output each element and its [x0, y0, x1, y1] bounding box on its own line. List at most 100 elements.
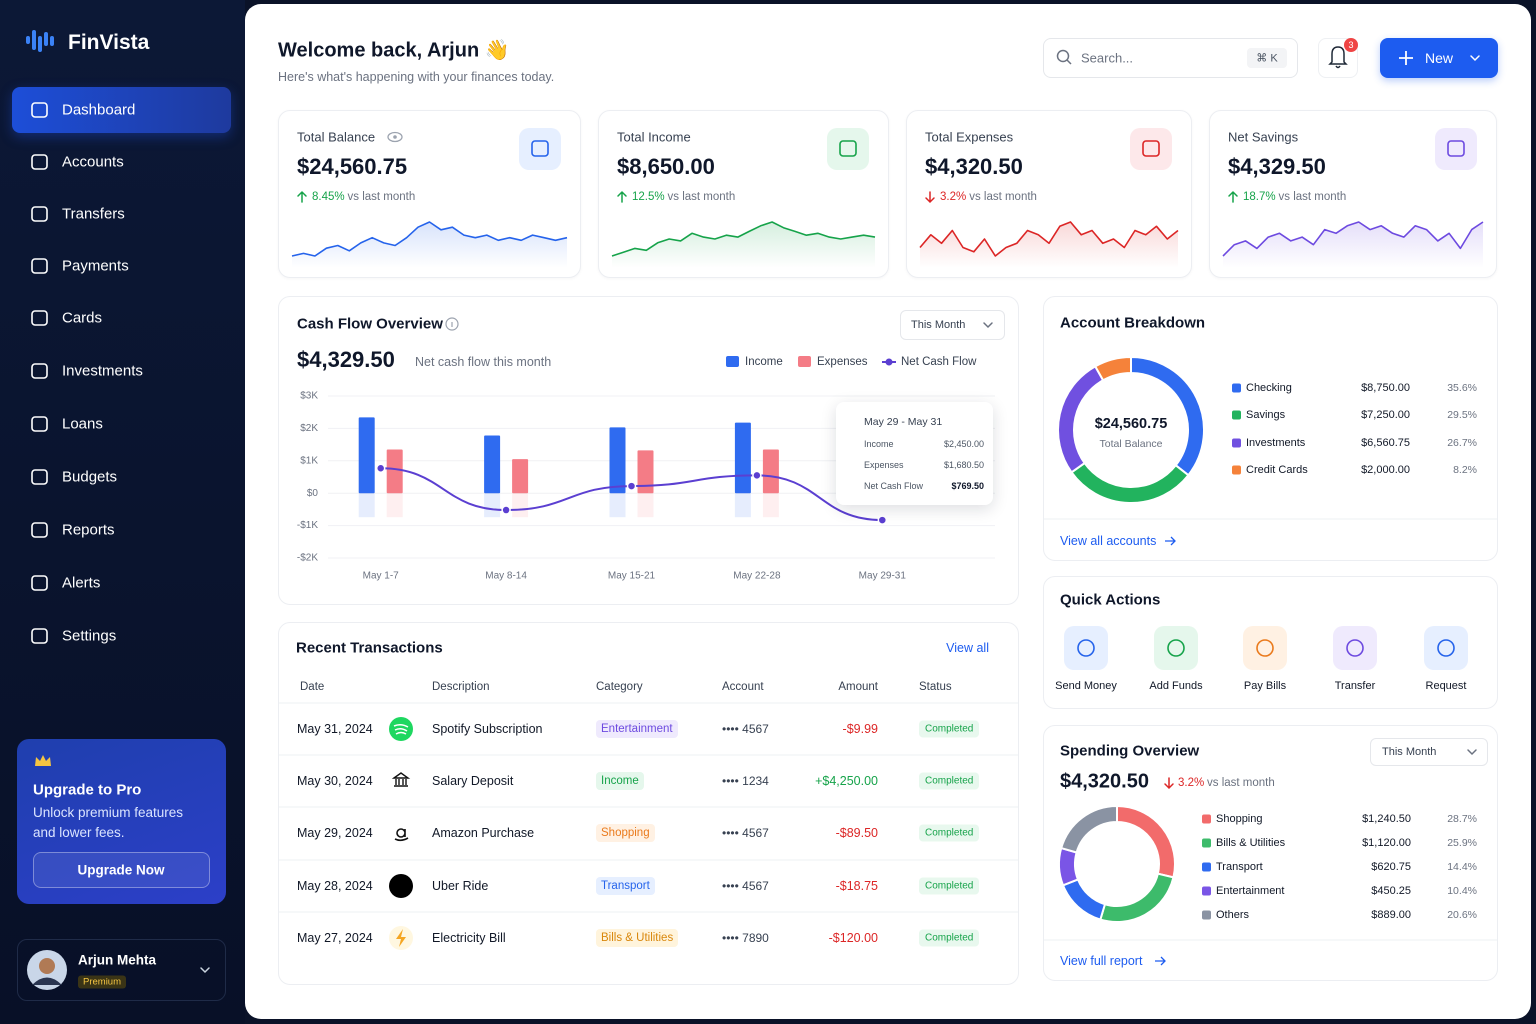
sparkline-area: [612, 222, 875, 268]
y-tick-label: -$2K: [297, 553, 318, 564]
legend-swatch: [1232, 383, 1241, 393]
legend-label: Expenses: [817, 356, 868, 368]
legend-swatch: [1202, 862, 1211, 872]
y-tick-label: $1K: [300, 455, 318, 466]
quick-action-button[interactable]: [1333, 626, 1377, 670]
bar: [609, 427, 626, 494]
y-tick-label: $0: [307, 488, 319, 499]
bar: [386, 449, 403, 494]
legend-swatch: [1232, 438, 1241, 448]
legend-swatch: [1202, 886, 1211, 896]
x-tick-label: May 1-7: [363, 571, 400, 582]
quick-action-icon: [1167, 639, 1185, 657]
link-arrow: [1165, 536, 1176, 546]
donut-segment: [1099, 872, 1175, 923]
quick-action-button[interactable]: [1424, 626, 1468, 670]
stat-icon-tile: [827, 128, 869, 170]
info-icon: [445, 317, 459, 331]
plus-icon: [1399, 51, 1413, 65]
net-flow-point: [626, 481, 637, 491]
spotify-waves: [393, 723, 409, 735]
stat-icon: [531, 140, 549, 157]
quick-action-button[interactable]: [1064, 626, 1108, 670]
arrow-up-icon: [1228, 190, 1238, 203]
search-icon: [1056, 49, 1070, 63]
bar: [512, 459, 529, 494]
nav-icon: [31, 416, 48, 432]
view-accounts-link[interactable]: View all accounts: [1060, 534, 1157, 548]
bar: [734, 422, 751, 494]
quick-action-icon: [1437, 639, 1455, 657]
donut-segment: [1061, 878, 1107, 921]
stat-icon: [1142, 140, 1160, 157]
avatar-face: [39, 958, 55, 974]
chevron-icon: [983, 322, 993, 329]
bar: [358, 417, 375, 494]
nav-icon: [31, 469, 48, 485]
upgrade-card: [17, 739, 226, 904]
y-tick-label: $2K: [300, 423, 318, 434]
stat-icon: [1447, 140, 1465, 157]
search-icon-handle: [1066, 59, 1072, 65]
stat-icon-tile: [1130, 128, 1172, 170]
faded-bar: [512, 493, 529, 518]
net-flow-line: [380, 467, 883, 522]
quick-action-button[interactable]: [1154, 626, 1198, 670]
period-dropdown[interactable]: [1370, 738, 1488, 766]
notification-button[interactable]: [1318, 38, 1358, 78]
logo-bar: [44, 32, 48, 46]
merchant-logo: [389, 769, 413, 793]
x-tick-label: May 29-31: [859, 571, 907, 582]
period-dropdown[interactable]: [900, 310, 1005, 340]
arrow-down-icon: [925, 191, 935, 204]
legend-swatch: [1202, 838, 1211, 848]
merchant-logo: [389, 874, 413, 898]
crown-icon: [35, 755, 51, 766]
chevron-icon: [1470, 55, 1480, 62]
net-flow-point: [752, 470, 762, 481]
faded-bar: [609, 493, 626, 518]
user-card[interactable]: [17, 939, 226, 1001]
legend-swatch: [1232, 410, 1241, 420]
nav-icon: [31, 258, 48, 274]
sparkline: [291, 221, 568, 257]
stat-icon: [839, 140, 857, 157]
stat-icon-tile: [1435, 128, 1477, 170]
legend-swatch: [798, 356, 811, 367]
logo-bar: [38, 36, 42, 52]
nav-icon: [31, 154, 48, 170]
quick-action-icon: [1256, 639, 1274, 657]
account-breakdown-card: [1043, 296, 1498, 561]
transactions-card: [278, 622, 1019, 985]
sparkline-area: [920, 222, 1178, 268]
legend-swatch: [1232, 465, 1241, 475]
eye-icon: [387, 131, 403, 143]
nav-icon: [31, 575, 48, 591]
view-all-link[interactable]: View all: [946, 641, 989, 655]
nav-item[interactable]: [12, 87, 231, 133]
donut-segment: [1116, 804, 1176, 879]
arrow-down-icon: [1164, 777, 1174, 790]
nav-icon: [31, 310, 48, 326]
faded-bar: [637, 493, 654, 518]
quick-action-button[interactable]: [1243, 626, 1287, 670]
nav-icon: [31, 363, 48, 379]
y-tick-label: $3K: [300, 391, 318, 402]
merchant-logo: [389, 821, 413, 845]
view-report-link[interactable]: View full report: [1060, 954, 1143, 968]
bell-icon: [1328, 46, 1348, 69]
legend-swatch: [726, 356, 739, 367]
x-tick-label: May 22-28: [733, 571, 781, 582]
donut-segment: [1130, 355, 1205, 477]
quick-action-icon: [1346, 639, 1364, 657]
y-tick-label: -$1K: [297, 520, 318, 531]
upgrade-button[interactable]: [33, 852, 210, 888]
donut-segment: [1057, 364, 1105, 474]
legend-swatch: [1202, 814, 1211, 824]
faded-bar: [484, 493, 501, 518]
faded-bar: [734, 493, 751, 518]
notification-badge: [1344, 38, 1358, 52]
